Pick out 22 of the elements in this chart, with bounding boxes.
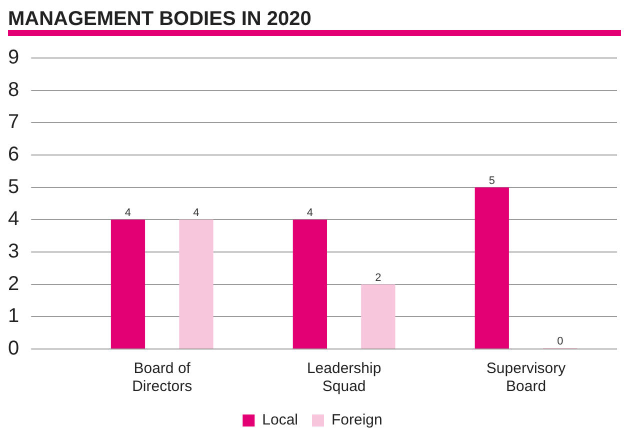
- y-tick-label: 1: [8, 305, 20, 328]
- data-label: 5: [488, 174, 495, 187]
- x-tick-label: Board of Directors: [132, 360, 192, 396]
- y-tick-label: 4: [8, 208, 20, 230]
- data-label: 0: [557, 336, 564, 348]
- chart-title: MANAGEMENT BODIES IN 2020: [8, 8, 312, 30]
- legend-label: Foreign: [332, 412, 382, 429]
- y-tick-label: 2: [8, 272, 20, 295]
- y-tick-label: 6: [8, 144, 20, 166]
- y-tick-label: 7: [8, 111, 20, 134]
- data-label: 2: [375, 272, 382, 284]
- y-tick-label: 3: [8, 240, 20, 263]
- y-tick-label: 0: [8, 338, 20, 360]
- x-tick-label: Supervisory Board: [486, 360, 566, 396]
- legend-label: Local: [262, 412, 298, 429]
- data-label: 4: [306, 207, 314, 220]
- y-tick-label: 5: [8, 176, 20, 198]
- x-tick-label: Leadership Squad: [306, 360, 382, 396]
- data-label: 4: [193, 207, 200, 220]
- y-tick-label: 8: [8, 78, 20, 101]
- y-tick-label: 9: [8, 46, 20, 69]
- data-label: 4: [124, 207, 132, 220]
